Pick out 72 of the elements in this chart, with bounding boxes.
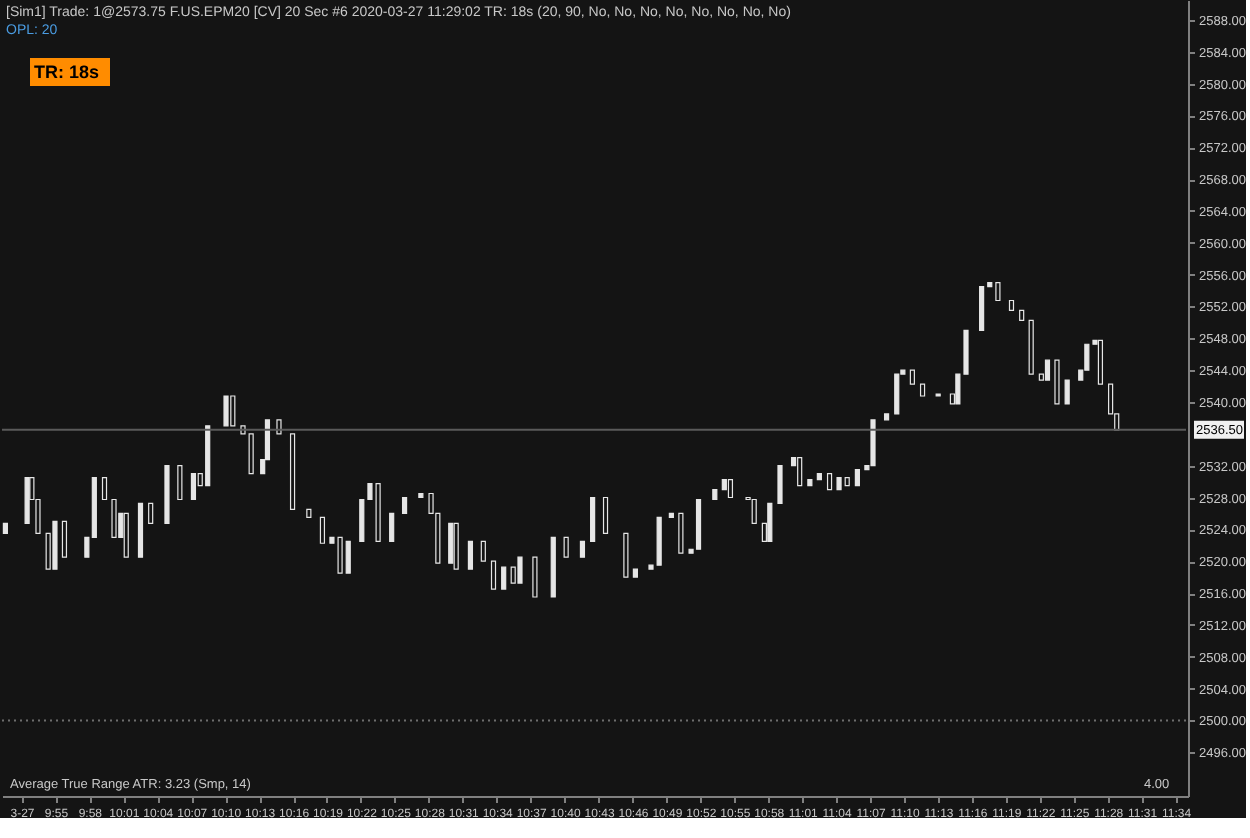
candlestick — [668, 512, 674, 518]
candlestick — [909, 369, 915, 385]
candlestick — [306, 508, 312, 518]
candlestick — [1097, 339, 1104, 385]
candlestick — [632, 568, 638, 578]
candlestick — [319, 516, 326, 544]
candlestick — [24, 477, 30, 524]
candlestick — [1019, 309, 1025, 321]
candlestick — [480, 540, 486, 562]
candlestick — [727, 478, 734, 499]
candlestick — [337, 536, 343, 574]
candlestick — [248, 433, 254, 475]
candlestick — [1044, 359, 1051, 381]
candlestick — [854, 469, 860, 487]
candlestick — [590, 496, 596, 542]
candlestick — [1054, 359, 1060, 405]
candlestick — [61, 520, 68, 558]
candlestick — [797, 457, 803, 487]
candlestick — [579, 540, 586, 558]
candlestick — [979, 285, 985, 331]
candlestick — [389, 512, 395, 542]
candlestick — [883, 413, 890, 421]
candlestick — [532, 556, 538, 598]
candlestick — [807, 478, 813, 487]
candlestick — [123, 512, 129, 558]
candlestick — [289, 433, 296, 511]
candlestick — [1028, 319, 1034, 375]
candlestick — [453, 522, 459, 570]
candlestick — [52, 520, 58, 570]
candlestick — [995, 281, 1001, 302]
candlestick — [844, 477, 850, 487]
candlestick — [695, 498, 702, 550]
candlestick — [501, 566, 507, 590]
candlestick — [375, 482, 381, 542]
candlestick — [345, 540, 351, 574]
candlestick — [602, 496, 609, 534]
candlestick — [230, 395, 236, 427]
candlestick — [751, 498, 757, 524]
candlestick — [919, 383, 926, 397]
candlestick — [190, 473, 197, 501]
candlestick — [467, 540, 474, 570]
candlestick — [517, 556, 523, 584]
candlestick — [448, 522, 454, 564]
candlestick — [1064, 379, 1070, 405]
annotation: TR: 18s — [34, 62, 100, 82]
candlestick — [418, 492, 424, 499]
candlestick — [401, 496, 408, 515]
candlestick — [656, 516, 662, 566]
candlestick — [894, 373, 900, 415]
candlestick — [2, 522, 8, 534]
candlestick — [111, 498, 117, 538]
candlestick — [1008, 299, 1015, 312]
candlestick — [816, 473, 822, 481]
candlestick — [137, 502, 144, 558]
candlestick — [870, 419, 876, 467]
candlestick — [721, 478, 727, 491]
candlestick — [623, 532, 629, 578]
candlestick — [205, 425, 211, 487]
candlestick — [101, 477, 108, 501]
candlestick — [177, 465, 183, 501]
candlestick — [712, 488, 718, 501]
candlestick — [490, 560, 497, 590]
candlestick — [826, 473, 833, 491]
candlestick — [550, 536, 556, 598]
candlestick — [836, 477, 842, 491]
candlestick — [563, 536, 569, 558]
candlestick — [777, 465, 783, 505]
candlestick — [678, 512, 684, 554]
candlestick — [223, 395, 229, 427]
candlestick — [148, 502, 154, 524]
candlestick — [164, 465, 170, 524]
candlestick — [767, 502, 773, 542]
